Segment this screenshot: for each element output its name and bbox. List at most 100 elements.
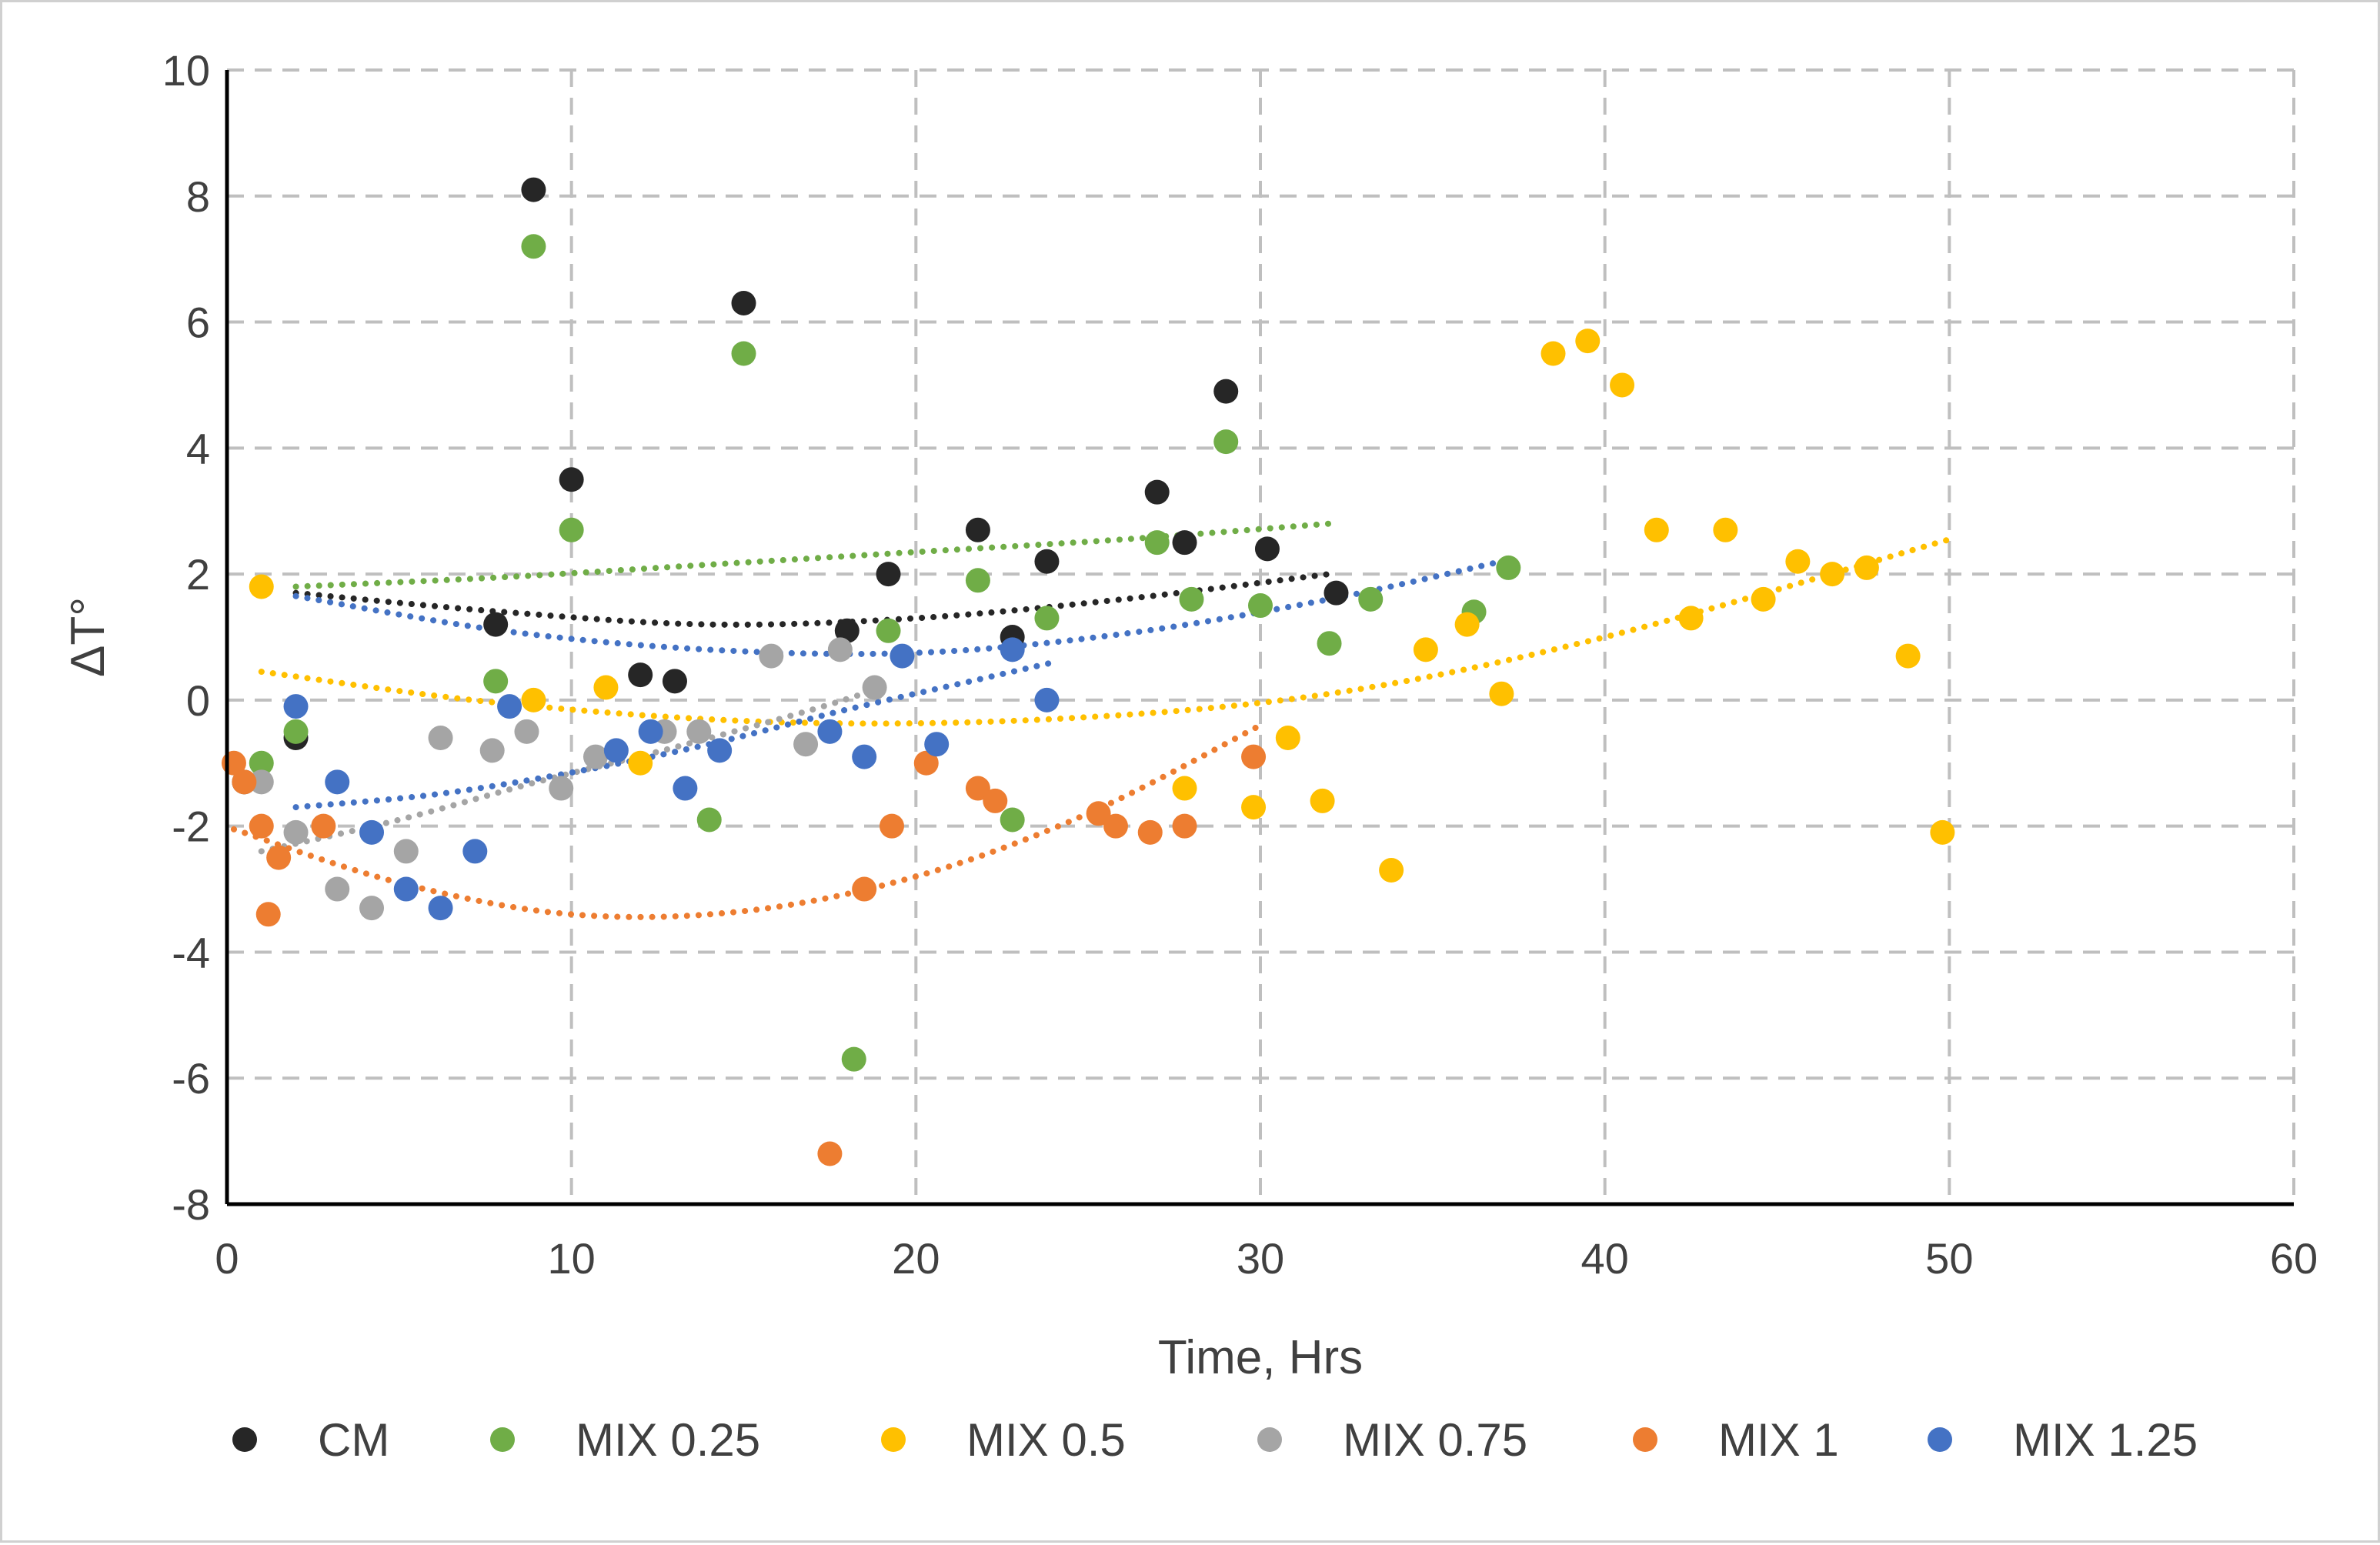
legend: CM MIX 0.25 MIX 0.5 MIX 0.75 MIX 1 MIX 1.25 xyxy=(232,1414,2198,1466)
legend-item-mix-0-5: MIX 0.5 xyxy=(881,1414,1126,1466)
point-mix-1-25 xyxy=(603,738,629,763)
point-mix-0-5 xyxy=(628,750,653,776)
point-mix-1 xyxy=(1086,801,1111,826)
point-mix-0-75 xyxy=(393,839,419,864)
grid-lines xyxy=(227,68,2295,1204)
point-mix-0-75 xyxy=(686,719,712,744)
legend-label: MIX 0.5 xyxy=(966,1414,1126,1466)
point-mix-1-25 xyxy=(497,694,522,719)
y-tick-label: -8 xyxy=(172,1180,210,1229)
legend-marker xyxy=(881,1427,906,1452)
point-mix-1-25 xyxy=(1000,637,1025,662)
point-mix-0-5 xyxy=(1644,517,1669,542)
point-mix-0-25 xyxy=(1213,429,1239,455)
point-mix-0-25 xyxy=(1034,606,1060,631)
point-mix-0-5 xyxy=(1172,776,1197,801)
point-mix-0-75 xyxy=(759,643,784,669)
point-mix-0-75 xyxy=(514,719,539,744)
point-cm xyxy=(1144,479,1170,505)
point-mix-1 xyxy=(817,1141,843,1166)
point-mix-1 xyxy=(255,902,281,927)
x-tick-label: 40 xyxy=(1581,1234,1629,1283)
point-mix-0-5 xyxy=(1489,681,1514,706)
point-cm xyxy=(1324,580,1349,606)
legend-marker xyxy=(1257,1427,1282,1452)
point-mix-0-5 xyxy=(1820,562,1845,587)
point-mix-0-5 xyxy=(1678,606,1704,631)
x-tick-label: 10 xyxy=(548,1234,596,1283)
point-mix-0-25 xyxy=(841,1046,866,1072)
point-mix-1-25 xyxy=(359,819,385,845)
data-points xyxy=(221,177,1955,1166)
point-mix-1 xyxy=(266,845,292,870)
legend-marker xyxy=(490,1427,515,1452)
point-mix-1-25 xyxy=(852,744,877,769)
legend-item-mix-1-25: MIX 1.25 xyxy=(1928,1414,2198,1466)
point-mix-1 xyxy=(311,813,336,839)
x-tick-label: 60 xyxy=(2270,1234,2318,1283)
point-mix-1 xyxy=(879,813,904,839)
point-mix-0-75 xyxy=(583,744,609,769)
point-cm xyxy=(876,562,901,587)
point-mix-0-5 xyxy=(1454,612,1480,637)
y-tick-label: 2 xyxy=(186,550,210,599)
point-mix-0-25 xyxy=(1317,631,1342,656)
y-tick-label: -2 xyxy=(172,803,210,851)
point-mix-1 xyxy=(1172,813,1197,839)
point-mix-1-25 xyxy=(428,896,453,921)
legend-item-mix-0-75: MIX 0.75 xyxy=(1257,1414,1527,1466)
y-axis-title: ΔT° xyxy=(62,597,115,677)
point-mix-1 xyxy=(232,769,257,795)
y-tick-label: 4 xyxy=(186,424,210,472)
point-mix-1-25 xyxy=(673,776,698,801)
x-tick-label: 0 xyxy=(215,1234,239,1283)
trendline-cm xyxy=(292,571,1333,628)
y-tick-label: 8 xyxy=(186,172,210,221)
y-tick-label: -4 xyxy=(172,928,210,976)
point-mix-1-25 xyxy=(1034,687,1060,712)
legend-label: MIX 1.25 xyxy=(2013,1414,2198,1466)
point-mix-0-25 xyxy=(965,568,990,593)
point-mix-0-5 xyxy=(1575,329,1601,354)
point-mix-0-5 xyxy=(1310,788,1335,813)
point-mix-0-5 xyxy=(1540,341,1566,366)
point-mix-0-75 xyxy=(428,726,453,751)
point-mix-1-25 xyxy=(707,738,733,763)
point-mix-0-25 xyxy=(1144,530,1170,556)
point-mix-0-5 xyxy=(1241,795,1267,820)
point-mix-0-5 xyxy=(1413,637,1438,662)
point-mix-1-25 xyxy=(817,719,843,744)
point-mix-0-25 xyxy=(876,618,901,643)
point-mix-0-25 xyxy=(483,669,509,694)
point-mix-0-75 xyxy=(325,876,350,902)
point-mix-1 xyxy=(1241,744,1267,769)
point-mix-0-5 xyxy=(1854,555,1879,580)
point-mix-1-25 xyxy=(890,643,915,669)
point-mix-0-25 xyxy=(1179,586,1204,612)
trendline-mix-0-25 xyxy=(292,520,1333,590)
point-mix-1 xyxy=(1137,819,1163,845)
point-cm xyxy=(1213,379,1239,404)
point-mix-0-5 xyxy=(249,574,274,599)
legend-label: MIX 0.75 xyxy=(1343,1414,1527,1466)
point-mix-0-25 xyxy=(696,807,722,833)
legend-label: MIX 0.25 xyxy=(576,1414,760,1466)
x-tick-label: 50 xyxy=(1925,1234,1973,1283)
point-mix-0-5 xyxy=(593,675,619,700)
legend-marker xyxy=(232,1427,257,1452)
trendlines xyxy=(230,520,1953,920)
point-mix-0-5 xyxy=(521,687,546,712)
point-mix-0-25 xyxy=(1248,593,1273,619)
point-mix-0-25 xyxy=(1358,586,1384,612)
point-mix-0-75 xyxy=(359,896,385,921)
point-mix-0-25 xyxy=(559,517,584,542)
point-mix-0-75 xyxy=(479,738,505,763)
point-cm xyxy=(662,669,687,694)
point-mix-0-5 xyxy=(1610,372,1635,398)
point-mix-1-25 xyxy=(924,732,950,757)
y-tick-label: 0 xyxy=(186,676,210,725)
legend-item-mix-1: MIX 1 xyxy=(1633,1414,1839,1466)
point-cm xyxy=(521,177,546,202)
point-cm xyxy=(1254,536,1280,562)
legend-marker xyxy=(1633,1427,1657,1452)
